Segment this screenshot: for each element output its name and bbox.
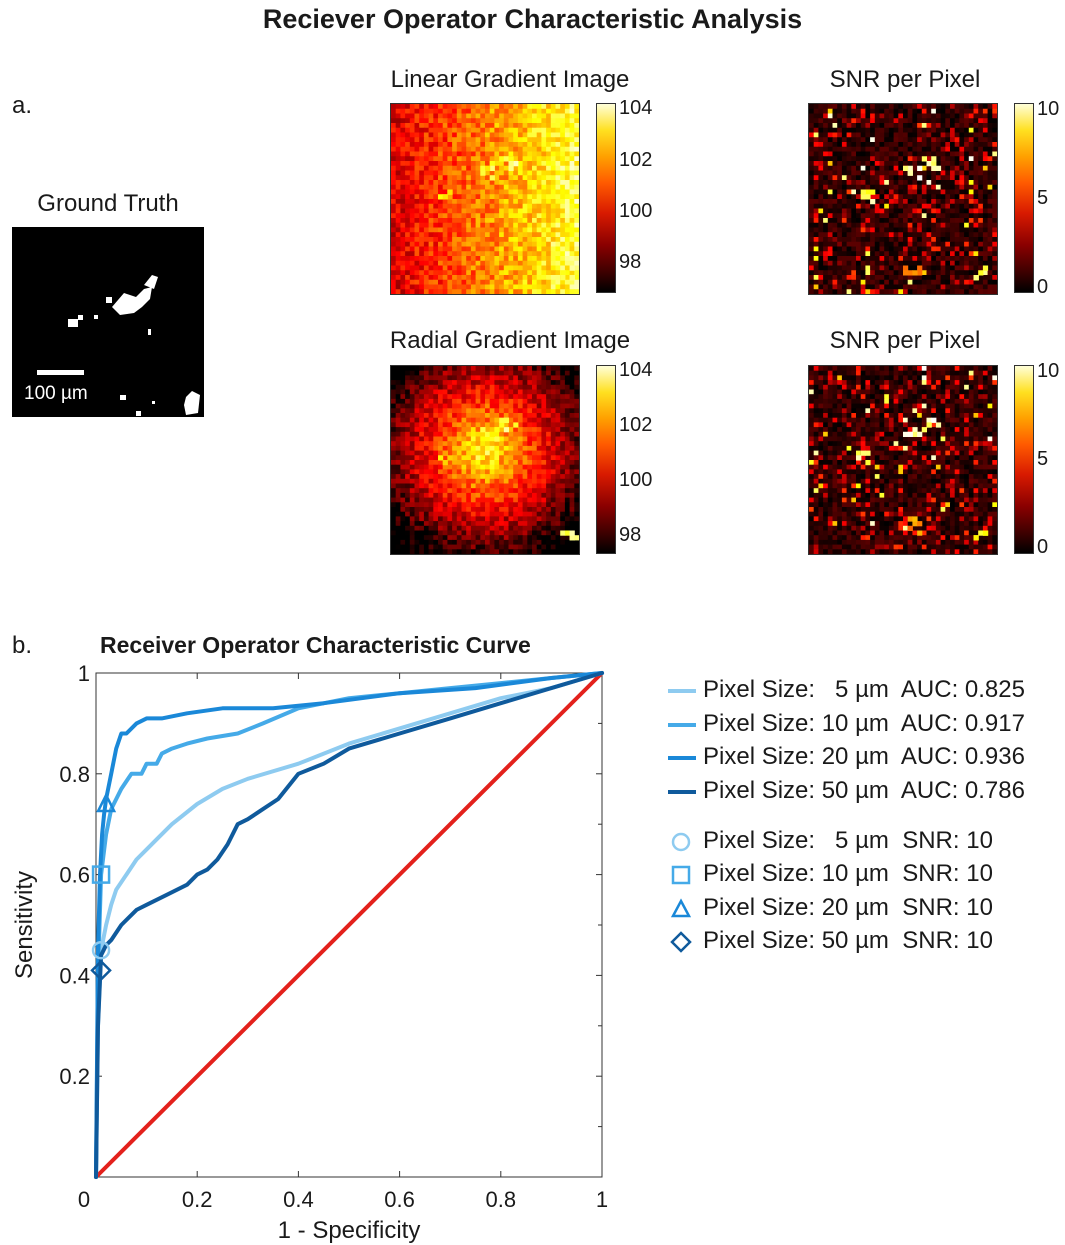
series-line-px50 [94,671,604,1179]
x-tick-label: 0.6 [384,1187,415,1212]
linear-gradient-title: Linear Gradient Image [390,66,630,93]
snr-bottom-cbar-tick-10: 10 [1037,360,1060,382]
scale-bar [37,370,84,375]
ground-truth-title: Ground Truth [37,190,179,217]
linear-colorbar [596,103,616,293]
x-tick-label: 0.8 [486,1187,517,1212]
x-tick-label: 1 [596,1187,608,1212]
radial-gradient-title: Radial Gradient Image [389,327,631,354]
legend-label: Pixel Size: 10 µm SNR: 10 [703,860,993,887]
snr-top-colorbar [1014,103,1034,293]
chart-title: Receiver Operator Characteristic Curve [100,632,531,658]
figure-title: Reciever Operator Characteristic Analysi… [262,4,803,34]
snr-bottom-colorbar [1014,365,1034,554]
snr-top-cbar-tick-5: 5 [1037,187,1049,209]
snr-bottom-cbar-tick-0: 0 [1037,536,1049,558]
series-line-px20 [94,671,604,1179]
y-tick-label: 0.2 [59,1064,90,1089]
snr-marker-circle [91,940,111,960]
snr-marker-diamond [90,959,112,982]
y-tick-label: 0.8 [59,762,90,787]
ground-truth-image: 100 µm [12,227,204,417]
legend-label: Pixel Size: 5 µm AUC: 0.825 [703,676,1025,703]
legend-label: Pixel Size: 20 µm SNR: 10 [703,894,993,921]
linear-cbar-tick-102: 102 [619,149,653,171]
ground-truth-mask [68,275,200,416]
panel-a-letter: a. [12,92,33,119]
panel-b-letter: b. [12,632,33,659]
radial-colorbar [596,365,616,554]
scale-bar-label: 100 µm [24,383,88,404]
x-axis-label: 1 - Specificity [278,1217,421,1244]
square-marker-icon [671,865,691,885]
radial-cbar-tick-102: 102 [619,414,653,436]
linear-cbar-tick-104: 104 [619,97,653,119]
legend-label: Pixel Size: 20 µm AUC: 0.936 [703,743,1025,770]
radial-gradient-heatmap [390,365,580,555]
snr-bottom-title: SNR per Pixel [829,327,981,354]
y-axis-label: Sensitivity [11,871,38,979]
y-tick-label: 0.4 [59,963,90,988]
snr-bottom-heatmap [808,365,998,555]
series-line-chance [94,671,604,1179]
radial-cbar-tick-100: 100 [619,469,653,491]
snr-marker-square [91,865,111,884]
radial-cbar-tick-104: 104 [619,359,653,381]
linear-gradient-heatmap [390,103,580,295]
snr-top-title: SNR per Pixel [829,66,981,93]
legend-swatch [668,723,696,727]
roc-chart: 000.20.20.40.40.60.60.80.811 1 - Specifi… [11,661,608,1244]
legend-label: Pixel Size: 5 µm SNR: 10 [703,827,993,854]
snr-bottom-cbar-tick-5: 5 [1037,448,1049,470]
circle-marker-icon [671,832,691,852]
legend-swatch [668,689,696,693]
linear-cbar-tick-98: 98 [619,251,642,273]
y-tick-label: 0.6 [59,863,90,888]
legend-label: Pixel Size: 50 µm SNR: 10 [703,927,993,954]
legend-swatch [668,790,696,794]
x-tick-label: 0.2 [182,1187,213,1212]
diamond-marker-icon [670,931,692,953]
snr-top-cbar-tick-0: 0 [1037,276,1049,298]
snr-top-cbar-tick-10: 10 [1037,98,1060,120]
triangle-marker-icon [670,898,692,918]
legend-label: Pixel Size: 50 µm AUC: 0.786 [703,777,1025,804]
snr-top-heatmap [808,103,998,295]
radial-cbar-tick-98: 98 [619,524,642,546]
x-tick-label: 0.4 [283,1187,314,1212]
linear-cbar-tick-100: 100 [619,200,653,222]
y-tick-label: 1 [78,661,90,686]
legend-swatch [668,756,696,760]
snr-marker-triangle [96,792,117,813]
series-line-px5 [94,671,604,1179]
x-tick-label: 0 [78,1187,90,1212]
legend-label: Pixel Size: 10 µm AUC: 0.917 [703,710,1025,737]
